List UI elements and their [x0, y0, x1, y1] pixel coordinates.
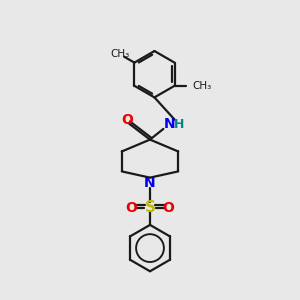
Text: O: O [121, 113, 133, 127]
Text: N: N [164, 117, 175, 131]
Text: CH₃: CH₃ [192, 81, 212, 91]
Text: CH₃: CH₃ [111, 50, 130, 59]
Text: O: O [126, 201, 137, 215]
Text: S: S [145, 200, 155, 215]
Text: H: H [174, 118, 184, 130]
Text: N: N [144, 176, 156, 190]
Text: O: O [163, 201, 174, 215]
